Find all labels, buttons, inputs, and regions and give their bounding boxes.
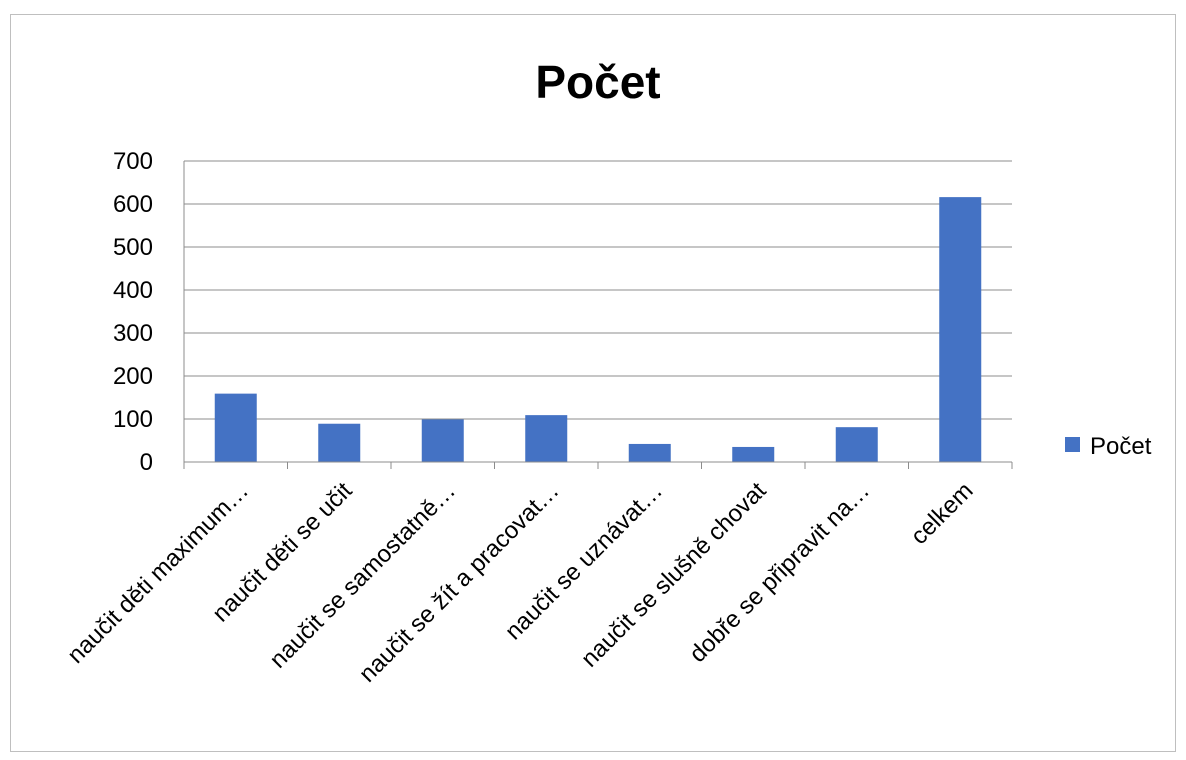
y-tick-labels: 0 100 200 300 400 500 600 700 (113, 148, 153, 476)
chart-area (10, 14, 1176, 752)
bar (939, 197, 982, 462)
x-tick-label: naučit děti maximum… (62, 477, 254, 669)
chart-title: Počet (535, 56, 660, 108)
bar (628, 443, 671, 462)
gridlines (184, 160, 1012, 420)
bars (214, 197, 982, 462)
x-tick-label: naučit se samostatně… (265, 477, 461, 673)
bar (318, 423, 361, 462)
y-tick-label: 400 (113, 277, 153, 304)
y-tick-label: 500 (113, 234, 153, 261)
x-tick-labels: naučit děti maximum…naučit děti se učitn… (62, 477, 978, 688)
x-tick-label: dobře se připravit na… (684, 477, 875, 668)
y-tick-label: 100 (113, 406, 153, 433)
bar (835, 427, 878, 462)
y-tick-label: 0 (140, 449, 153, 476)
bar (732, 446, 775, 462)
legend-swatch (1065, 437, 1080, 452)
x-tick-label: naučit se slušně chovat (576, 477, 772, 673)
bar (214, 393, 257, 462)
y-tick-label: 600 (113, 191, 153, 218)
legend-label: Počet (1090, 433, 1152, 460)
bar (421, 419, 464, 462)
y-tick-label: 700 (113, 148, 153, 175)
x-tick-label: celkem (906, 477, 979, 550)
bar (525, 415, 568, 462)
legend: Počet (1065, 433, 1152, 460)
y-tick-label: 300 (113, 320, 153, 347)
axes (183, 161, 1013, 469)
x-tick-label: naučit se žít a pracovat… (354, 477, 565, 688)
y-tick-label: 200 (113, 363, 153, 390)
